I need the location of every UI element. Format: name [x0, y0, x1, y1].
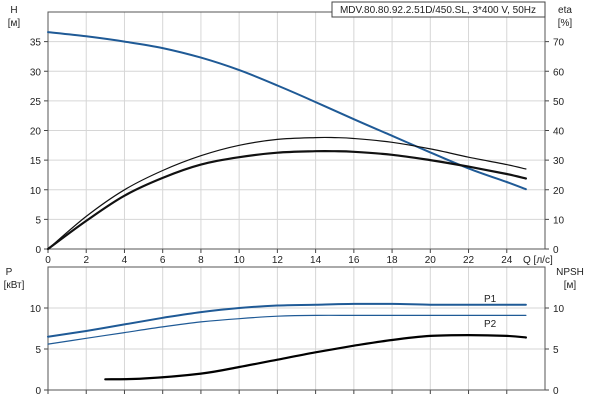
- y-right-tick-label: 5: [553, 345, 559, 356]
- x-tick-label: 18: [387, 255, 399, 266]
- series-line: [104, 333, 527, 381]
- y-left-label: P: [6, 267, 13, 278]
- x-tick-label: 12: [272, 255, 284, 266]
- y-right-tick-label: 50: [553, 97, 565, 108]
- y-left-tick-label: 30: [30, 67, 42, 78]
- y-left-tick-label: 5: [35, 215, 41, 226]
- y-right-label: NPSH: [556, 267, 584, 278]
- series-line: [47, 31, 527, 191]
- top-panel-grid: [44, 11, 549, 253]
- y-right-tick-label: 10: [553, 215, 565, 226]
- series-label-p1: P1: [484, 294, 497, 305]
- x-tick-label: 14: [310, 255, 322, 266]
- series-line: [47, 314, 527, 345]
- y-right-tick-label: 40: [553, 127, 565, 138]
- y-left-label: H: [10, 5, 17, 16]
- y-left-tick-label: 35: [30, 38, 42, 49]
- chart-labels: 0 2 4 6 8 10 12 14 16 18 20 22 240510152025303501020…: [4, 1, 584, 397]
- y-left-tick-label: 0: [35, 386, 41, 397]
- x-tick-label: 4: [122, 255, 128, 266]
- y-left-tick-label: 15: [30, 156, 42, 167]
- y-left-tick-label: 20: [30, 127, 42, 138]
- y-right-tick-label: 0: [553, 245, 559, 256]
- x-tick-label: 2: [83, 255, 89, 266]
- y-left-tick-label: 5: [35, 345, 41, 356]
- y-left-unit: [кВт]: [4, 280, 25, 291]
- bottom-panel-series: [47, 302, 527, 381]
- x-tick-label: 20: [425, 255, 437, 266]
- x-tick-label: 0: [45, 255, 51, 266]
- top-panel-series: [46, 31, 527, 251]
- y-left-tick-label: 10: [30, 186, 42, 197]
- series-label-p2: P2: [484, 319, 497, 330]
- y-right-tick-label: 20: [553, 186, 565, 197]
- plot-frame: [47, 266, 546, 391]
- series-line: [47, 302, 527, 338]
- y-right-tick-label: 70: [553, 38, 565, 49]
- y-right-unit: [%]: [558, 18, 573, 29]
- title-box: [331, 1, 546, 18]
- y-right-label: eta: [558, 5, 572, 16]
- x-tick-label: 22: [463, 255, 475, 266]
- chart-title: MDV.80.80.92.2.51D/450.SL, 3*400 V, 50Hz: [340, 5, 536, 16]
- y-left-tick-label: 10: [30, 304, 42, 315]
- x-axis-label: Q [л/с]: [523, 255, 553, 266]
- series-line: [46, 149, 527, 251]
- series-line: [47, 136, 527, 250]
- y-right-tick-label: 30: [553, 156, 565, 167]
- y-right-unit: [м]: [564, 280, 577, 291]
- x-tick-label: 24: [501, 255, 513, 266]
- bottom-panel-grid: [44, 266, 549, 394]
- x-tick-label: 6: [160, 255, 166, 266]
- x-tick-label: 8: [198, 255, 204, 266]
- plot-frame: [47, 11, 546, 250]
- y-left-tick-label: 0: [35, 245, 41, 256]
- y-left-unit: [м]: [8, 18, 21, 29]
- y-right-tick-label: 60: [553, 67, 565, 78]
- y-right-tick-label: 10: [553, 304, 565, 315]
- x-tick-label: 16: [348, 255, 360, 266]
- y-right-tick-label: 0: [553, 386, 559, 397]
- x-tick-label: 10: [234, 255, 246, 266]
- y-left-tick-label: 25: [30, 97, 42, 108]
